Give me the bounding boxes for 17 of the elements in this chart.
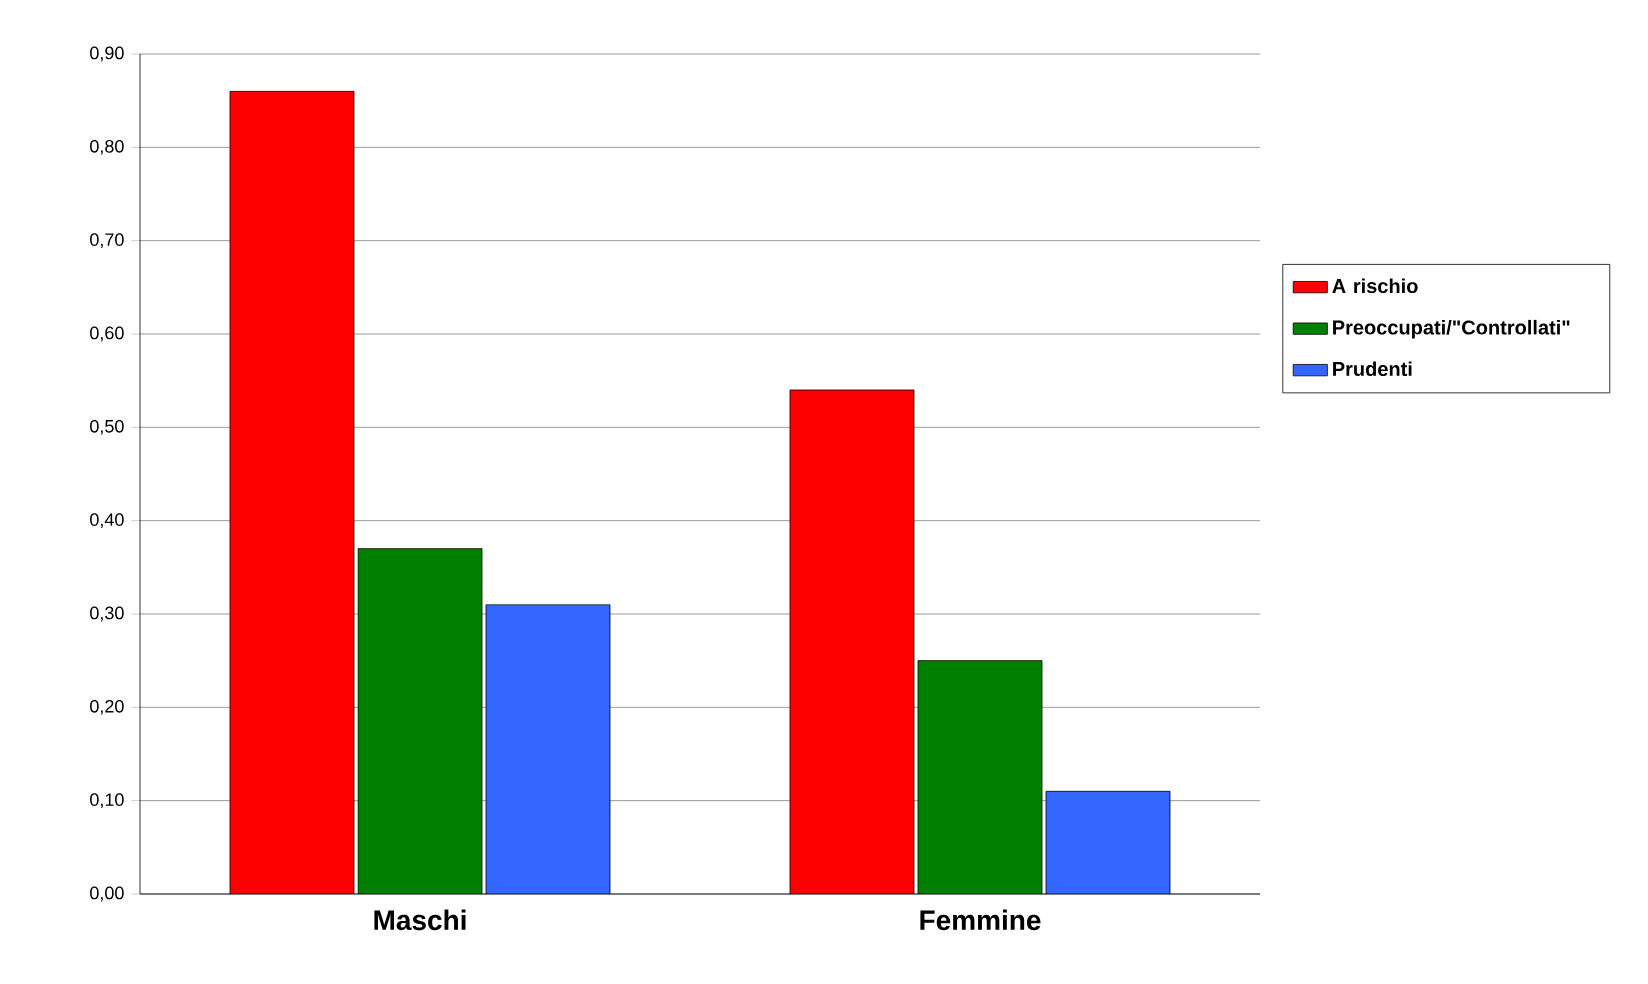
legend-label: A rischio [1332, 278, 1418, 294]
y-tick-label: 0,30 [90, 606, 124, 622]
y-tick-label: 0,90 [90, 46, 124, 62]
y-tick-label: 0,20 [90, 699, 124, 715]
y-tick-label: 0,60 [90, 326, 124, 342]
y-tick-label: 0,70 [90, 233, 124, 249]
bar [486, 604, 611, 894]
y-tick-label: 0,00 [90, 886, 124, 902]
bar [1045, 790, 1171, 894]
y-tick-label: 0,40 [90, 513, 124, 529]
x-tick-label: Maschi [374, 909, 466, 931]
y-tick-label: 0,10 [90, 793, 124, 809]
legend-label: Prudenti [1333, 361, 1412, 377]
x-tick-label: Femmine [920, 909, 1041, 931]
y-tick-label: 0,50 [90, 419, 124, 435]
y-tick-label: 0,80 [90, 139, 124, 155]
legend-label: Preoccupati/"Controllati" [1333, 319, 1570, 339]
